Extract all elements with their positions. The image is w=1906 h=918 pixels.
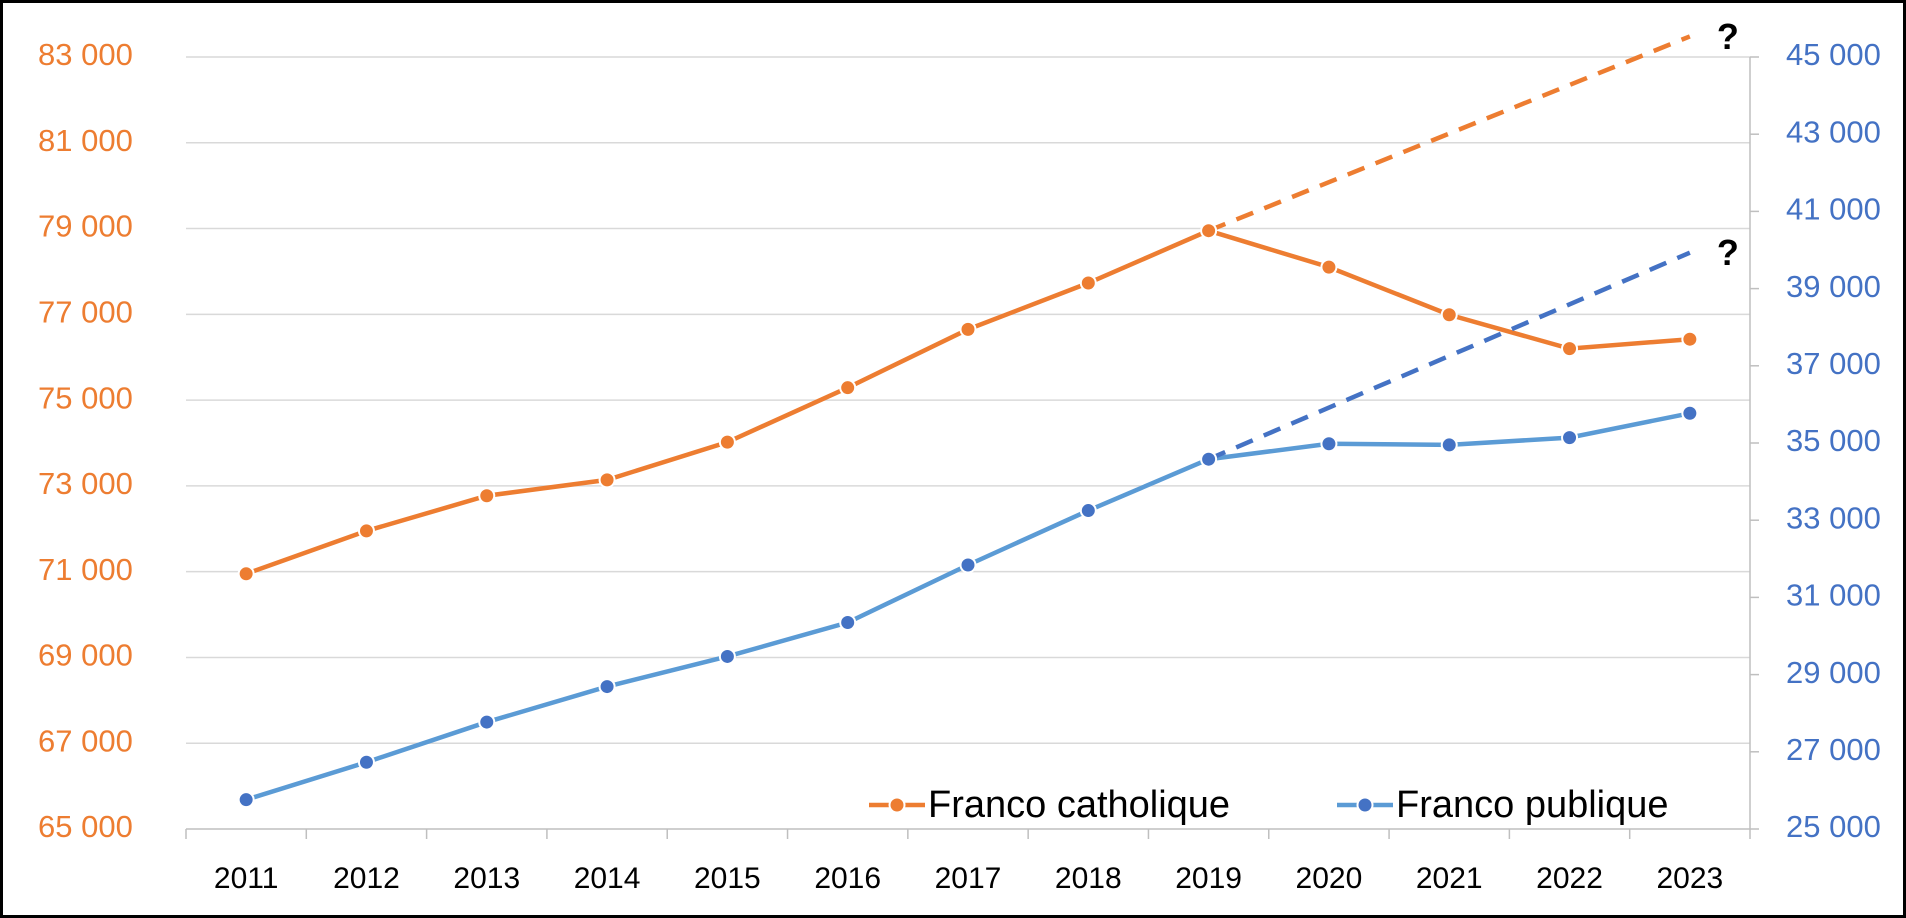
y-tick-label: 67 000 <box>38 723 133 758</box>
legend-label: Franco catholique <box>928 784 1230 826</box>
marker <box>718 433 736 451</box>
y-tick-label: 77 000 <box>38 295 133 330</box>
marker <box>1200 450 1218 468</box>
y-tick-label: 71 000 <box>38 552 133 587</box>
x-tick-label: 2014 <box>574 862 641 895</box>
projection-line <box>1207 34 1691 233</box>
marker <box>1561 429 1579 447</box>
y-tick-label: 83 000 <box>38 37 133 72</box>
y-tick-label: 69 000 <box>38 638 133 673</box>
x-tick-label: 2023 <box>1656 862 1723 895</box>
y2-tick-label: 39 000 <box>1786 269 1881 304</box>
marker <box>839 613 857 631</box>
marker <box>959 320 977 338</box>
marker <box>1561 340 1579 358</box>
marker <box>357 522 375 540</box>
marker <box>1440 306 1458 324</box>
y-tick-label: 73 000 <box>38 466 133 501</box>
y2-tick-label: 25 000 <box>1786 809 1881 844</box>
marker <box>718 647 736 665</box>
marker <box>598 471 616 489</box>
y2-tick-label: 37 000 <box>1786 346 1881 381</box>
x-tick-label: 2019 <box>1175 862 1242 895</box>
x-tick-label: 2013 <box>453 862 520 895</box>
marker <box>478 713 496 731</box>
y2-tick-label: 41 000 <box>1786 192 1881 227</box>
y2-tick-label: 29 000 <box>1786 655 1881 690</box>
marker <box>1200 222 1218 240</box>
x-tick-label: 2011 <box>214 862 279 895</box>
annotation: ? <box>1717 232 1739 273</box>
legend-label: Franco publique <box>1396 784 1669 826</box>
x-tick-label: 2012 <box>333 862 400 895</box>
x-tick-label: 2017 <box>935 862 1002 895</box>
x-tick-label: 2020 <box>1296 862 1363 895</box>
x-tick-label: 2015 <box>694 862 761 895</box>
marker <box>1320 435 1338 453</box>
marker <box>839 379 857 397</box>
x-tick-label: 2018 <box>1055 862 1122 895</box>
y-tick-label: 81 000 <box>38 123 133 158</box>
y2-tick-label: 33 000 <box>1786 500 1881 535</box>
marker <box>237 565 255 583</box>
x-tick-label: 2021 <box>1416 862 1483 895</box>
marker <box>357 753 375 771</box>
y2-tick-label: 45 000 <box>1786 37 1881 72</box>
legend-marker <box>1356 796 1374 814</box>
marker <box>959 556 977 574</box>
marker <box>237 791 255 809</box>
y2-tick-label: 43 000 <box>1786 114 1881 149</box>
y-tick-label: 65 000 <box>38 809 133 844</box>
marker <box>1681 330 1699 348</box>
x-tick-label: 2022 <box>1536 862 1603 895</box>
legend-marker <box>888 796 906 814</box>
y-tick-label: 75 000 <box>38 380 133 415</box>
marker <box>1079 274 1097 292</box>
marker <box>478 487 496 505</box>
marker <box>598 678 616 696</box>
marker <box>1079 502 1097 520</box>
y-tick-label: 79 000 <box>38 209 133 244</box>
marker <box>1440 436 1458 454</box>
annotation: ? <box>1717 16 1739 57</box>
x-tick-label: 2016 <box>814 862 881 895</box>
y2-tick-label: 31 000 <box>1786 578 1881 613</box>
y2-tick-label: 35 000 <box>1786 423 1881 458</box>
y2-tick-label: 27 000 <box>1786 732 1881 767</box>
marker <box>1681 404 1699 422</box>
projection-line <box>1207 250 1691 462</box>
marker <box>1320 258 1338 276</box>
